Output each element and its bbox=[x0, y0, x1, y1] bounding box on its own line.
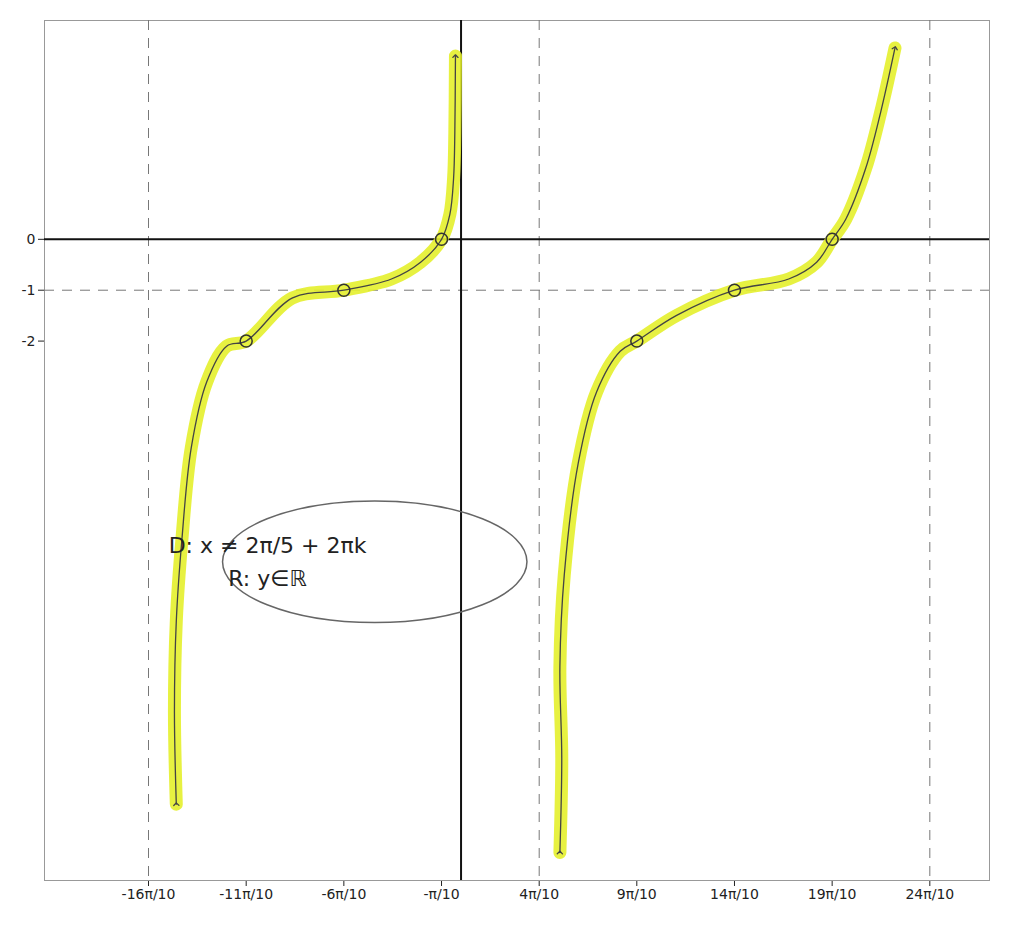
svg-text:19π/10: 19π/10 bbox=[808, 886, 857, 902]
svg-text:D: x ≠ 2π/5 + 2πk: D: x ≠ 2π/5 + 2πk bbox=[169, 533, 367, 558]
svg-text:9π/10: 9π/10 bbox=[617, 886, 657, 902]
svg-text:14π/10: 14π/10 bbox=[710, 886, 759, 902]
svg-text:-16π/10: -16π/10 bbox=[122, 886, 176, 902]
svg-text:0: 0 bbox=[27, 231, 36, 247]
svg-text:-2: -2 bbox=[22, 333, 36, 349]
svg-text:24π/10: 24π/10 bbox=[905, 886, 954, 902]
svg-text:-6π/10: -6π/10 bbox=[321, 886, 366, 902]
svg-text:-π/10: -π/10 bbox=[424, 886, 460, 902]
svg-text:-1: -1 bbox=[22, 282, 36, 298]
svg-text:-11π/10: -11π/10 bbox=[219, 886, 273, 902]
svg-text:4π/10: 4π/10 bbox=[519, 886, 559, 902]
svg-text:R: y∈ℝ: R: y∈ℝ bbox=[228, 566, 307, 591]
